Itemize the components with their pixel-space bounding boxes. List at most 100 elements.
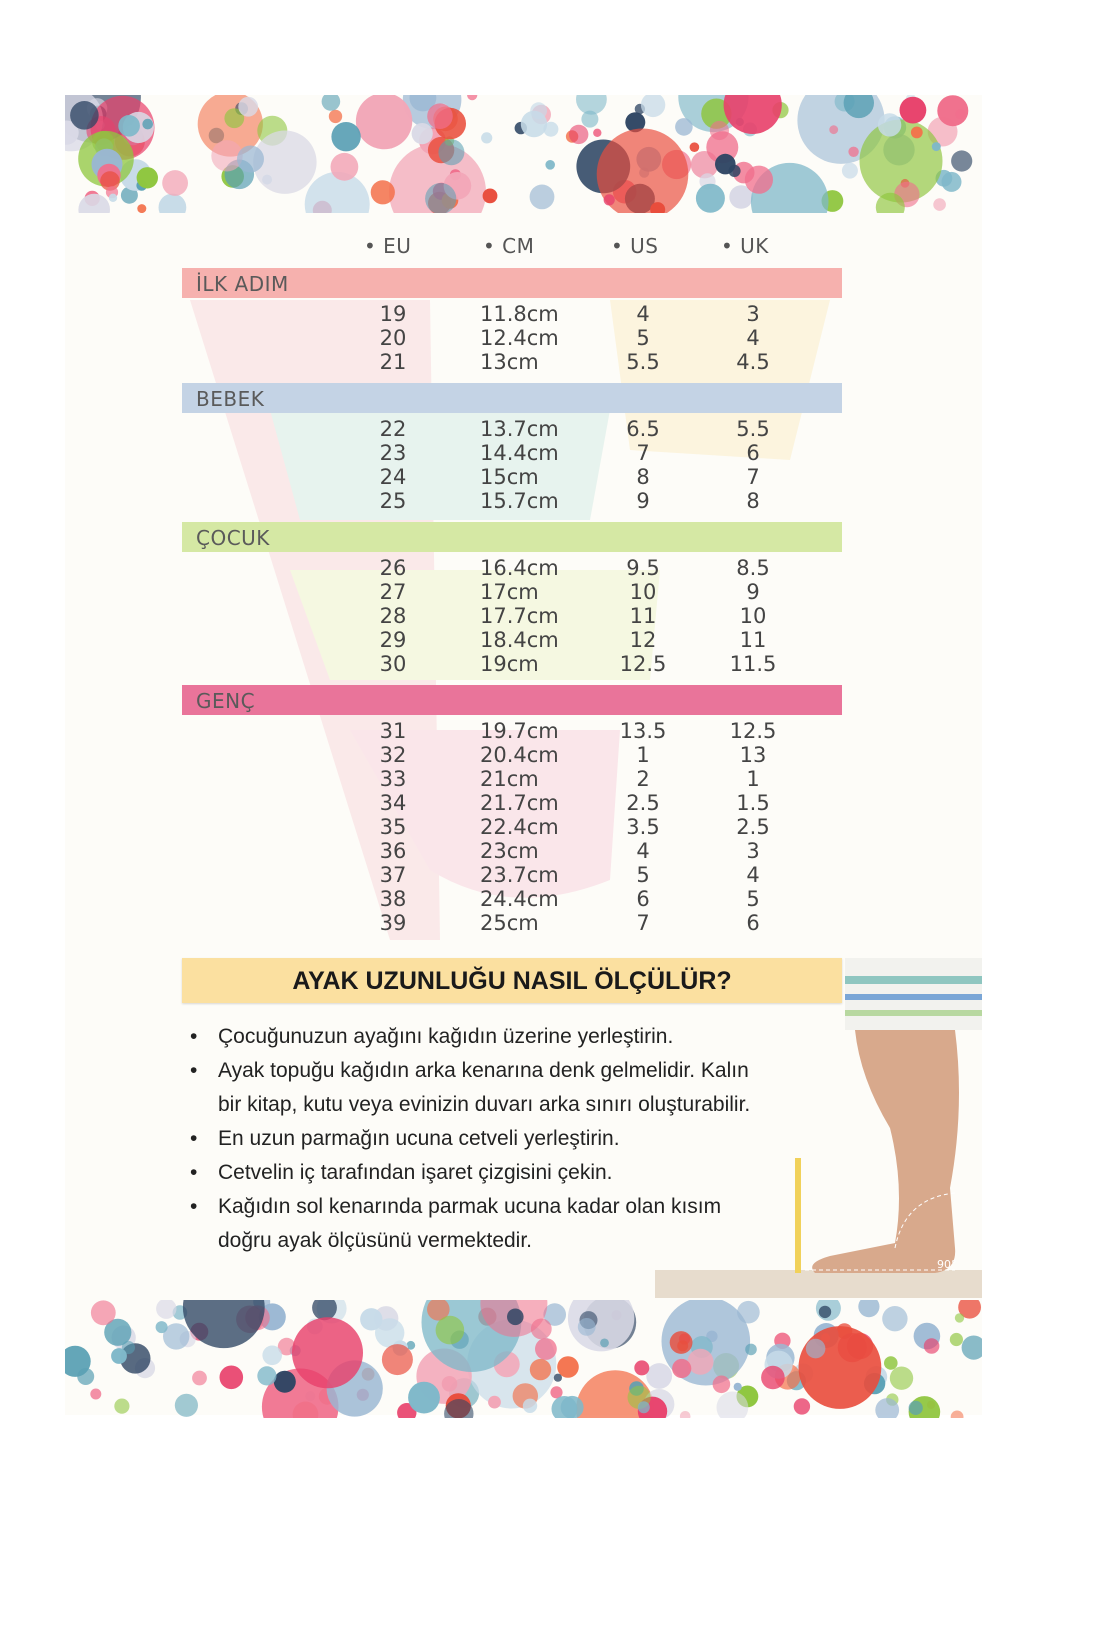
decorative-dot [482,188,498,204]
decorative-dot [312,1300,337,1321]
decorative-dot [277,1337,296,1356]
cell-us: 6.5 [626,417,660,441]
baby-leg-measuring-illustration: 90° [655,958,982,1298]
decorative-dot [955,109,966,120]
decorative-dot [142,118,153,130]
decorative-dot [162,170,188,196]
decorative-dot [219,1365,244,1390]
decorative-dot [550,1386,563,1399]
decorative-dot [593,128,602,137]
decorative-dot [156,1300,177,1319]
bottom-dots-banner [65,1300,982,1418]
decorative-dot [427,1300,450,1321]
decorative-dot [805,1338,826,1359]
table-row: 26 16.4cm 9.5 8.5 [182,556,842,580]
decorative-dot [576,95,607,115]
decorative-dot [355,95,413,150]
decorative-dot [100,171,120,191]
cell-us: 8 [636,465,650,489]
cell-uk: 11.5 [729,652,777,676]
decorative-dot [137,204,147,213]
cell-uk: 6 [746,911,760,935]
measure-step: En uzun parmağın ucuna cetveli yerleştir… [188,1122,768,1156]
cell-cm: 16.4cm [480,556,559,580]
cell-cm: 15.7cm [480,489,559,513]
decorative-dot [192,1370,207,1386]
group-rows: 19 11.8cm 4 3 20 12.4cm 5 4 21 13cm 5.5 4.5 [182,298,842,383]
decorative-dot [744,165,774,194]
decorative-dot [331,122,361,152]
decorative-dot [679,1411,691,1418]
decorative-dot [370,180,395,205]
cell-us: 1 [636,743,650,767]
decorative-dot [237,145,264,173]
decorative-dot [375,1318,405,1348]
decorative-dot [729,185,753,209]
decorative-dot [529,184,555,210]
cell-us: 4 [636,302,650,326]
decorative-dot [954,1313,965,1323]
cell-cm: 21cm [480,767,539,791]
cell-eu: 38 [379,887,407,911]
decorative-dot [120,186,138,204]
table-row: 25 15.7cm 9 8 [182,489,842,513]
cell-cm: 25cm [480,911,539,935]
cell-cm: 23cm [480,839,539,863]
how-to-measure-title: AYAK UZUNLUĞU NASIL ÖLÇÜLÜR? [182,958,842,1003]
cell-uk: 5 [746,887,760,911]
decorative-dot [557,1356,579,1378]
decorative-dot [253,130,317,194]
decorative-dot [211,140,243,172]
decorative-dot [843,95,874,119]
decorative-dot [933,198,946,211]
cell-eu: 20 [379,326,407,350]
cell-eu: 37 [379,863,407,887]
table-row: 35 22.4cm 3.5 2.5 [182,815,842,839]
decorative-dot [818,1305,832,1319]
decorative-dot [646,1363,673,1389]
decorative-dot [543,121,559,137]
decorative-dot [737,1300,760,1324]
decorative-dot [158,193,187,213]
decorative-dot [581,110,599,128]
group-rows: 31 19.7cm 13.5 12.5 32 20.4cm 1 13 33 21cm 2 1 34 21.… [182,715,842,944]
decorative-dot [793,1398,811,1415]
cell-uk: 11 [739,628,767,652]
decorative-dot [603,194,615,206]
decorative-dot [640,95,666,118]
decorative-dot [238,96,259,117]
decorative-dot [330,152,359,181]
group-rows: 26 16.4cm 9.5 8.5 27 17cm 10 9 28 17.7cm 11 10 29 18.… [182,552,842,685]
cell-eu: 25 [379,489,407,513]
column-header-eu: • EU [364,234,412,258]
cell-us: 2.5 [626,791,660,815]
group-header-band: İLK ADIM [182,268,842,298]
cell-eu: 28 [379,604,407,628]
group-header-band: BEBEK [182,383,842,413]
cell-uk: 4 [746,863,760,887]
cell-us: 4 [636,839,650,863]
cell-cm: 20.4cm [480,743,559,767]
decorative-dot [908,1400,923,1415]
decorative-dot [174,1393,198,1417]
decorative-dot [712,1375,731,1394]
footprint-decoration [190,300,830,940]
cell-cm: 19cm [480,652,539,676]
decorative-dot [163,1323,190,1350]
decorative-dot [875,192,905,213]
decorative-dot [406,1340,416,1350]
cell-us: 9.5 [626,556,660,580]
size-table: İLK ADIM 19 11.8cm 4 3 20 12.4cm 5 4 21 13cm 5.5 4.5… [182,268,842,944]
decorative-dot [634,1360,650,1376]
decorative-dot [90,1388,102,1400]
decorative-dot [553,1373,562,1382]
table-row: 37 23.7cm 5 4 [182,863,842,887]
cell-us: 11 [629,604,657,628]
table-row: 29 18.4cm 12 11 [182,628,842,652]
decorative-dot [551,1396,578,1418]
table-row: 22 13.7cm 6.5 5.5 [182,417,842,441]
cell-us: 5.5 [626,350,660,374]
decorative-dot [114,1398,130,1414]
table-row: 23 14.4cm 7 6 [182,441,842,465]
cell-cm: 13cm [480,350,539,374]
